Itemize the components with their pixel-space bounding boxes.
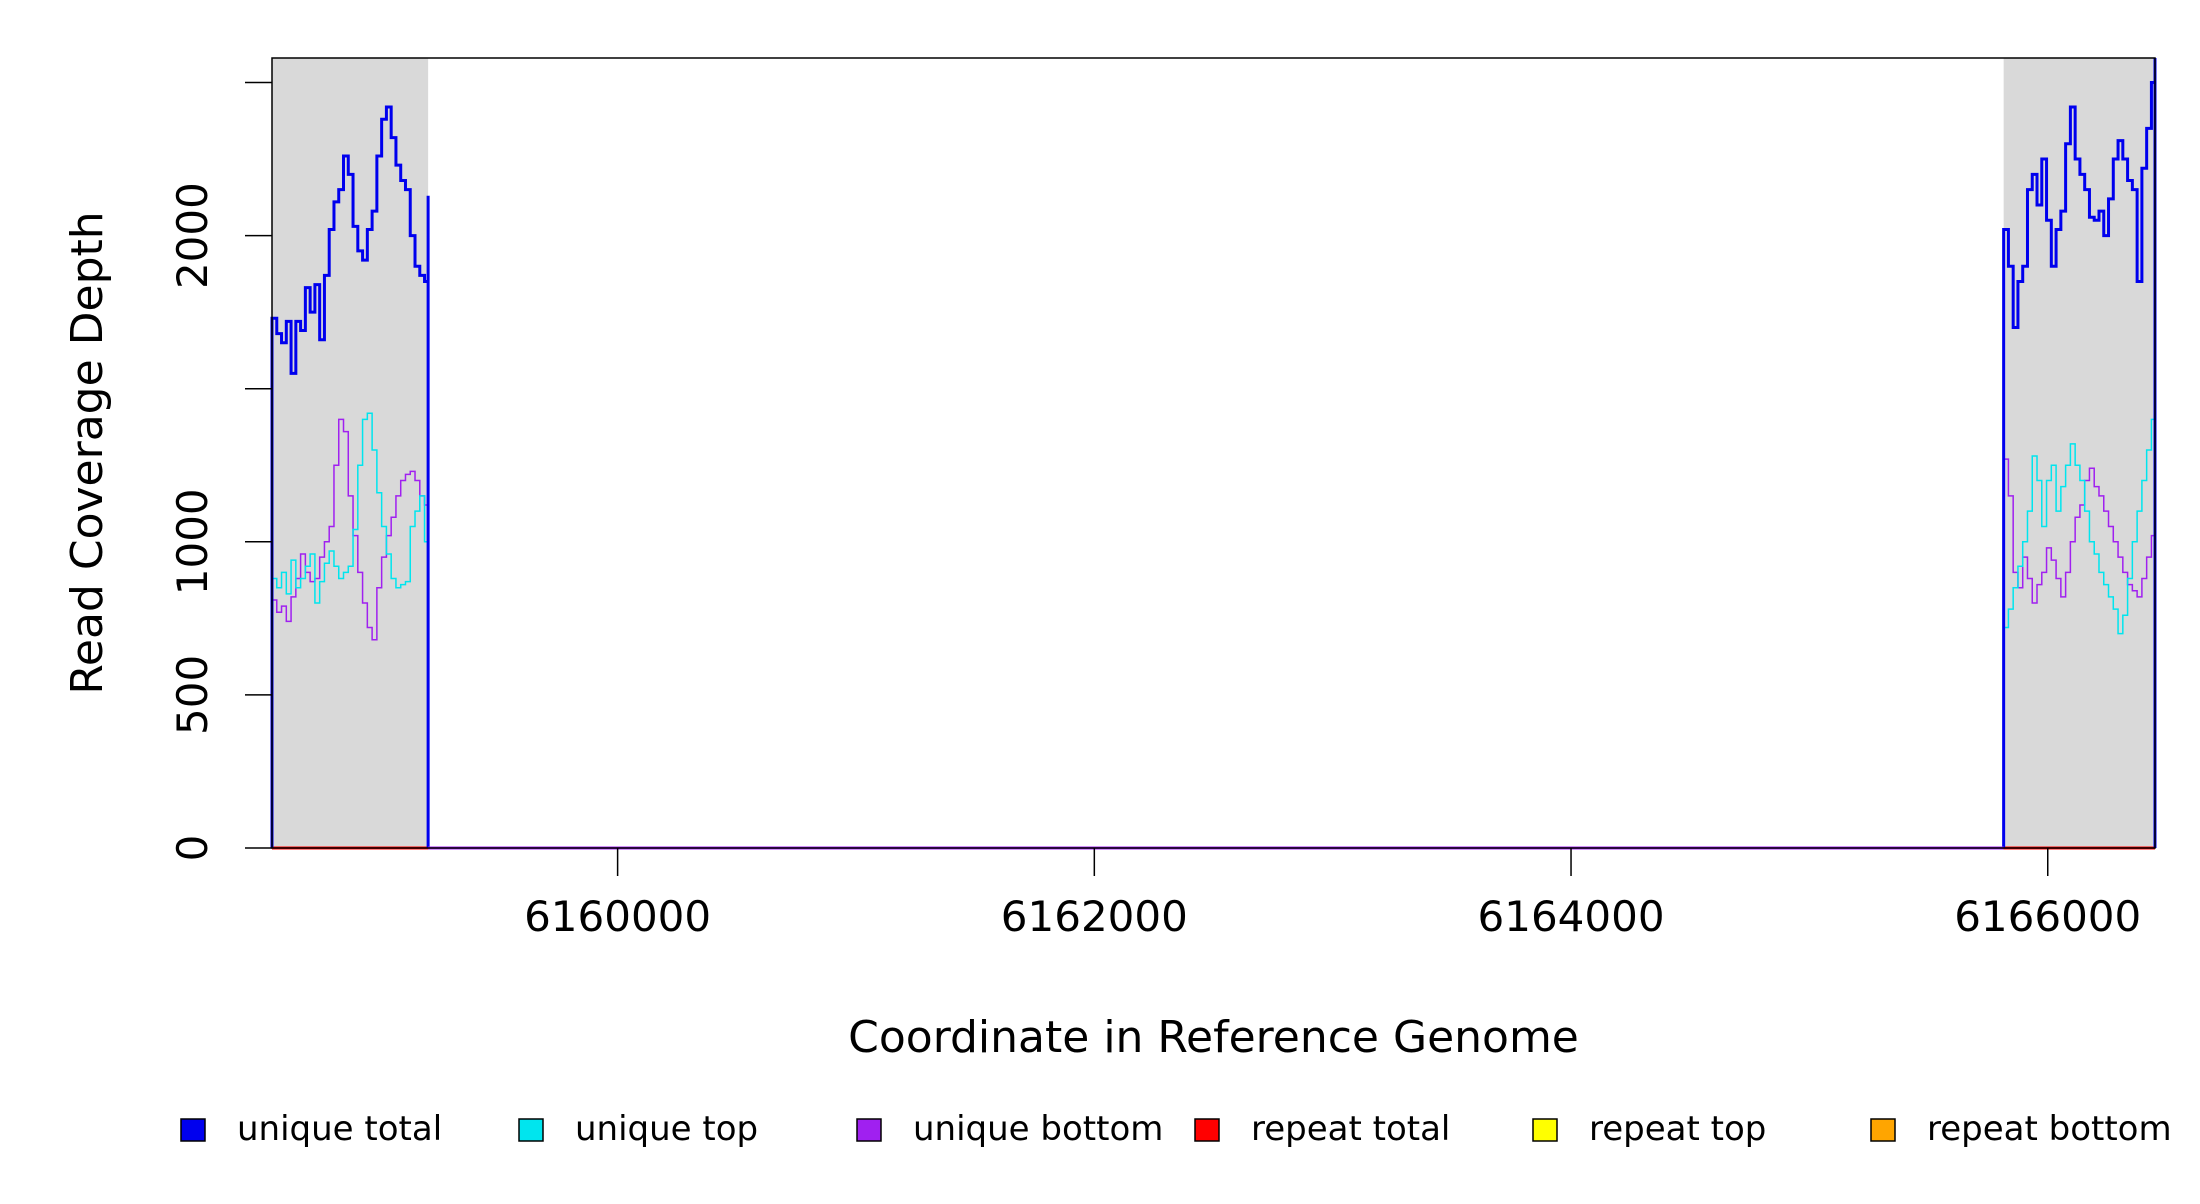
series-unique-top-segment-2 <box>2002 394 2156 848</box>
legend-label-repeat-total: repeat total <box>1251 1109 1450 1149</box>
legend-swatch-repeat-bottom <box>1870 1118 1896 1142</box>
y-tick-label-2000: 2000 <box>168 182 217 289</box>
shaded-regions <box>272 58 2155 848</box>
y-tick-label-0: 0 <box>168 835 217 862</box>
y-tick-label-1000: 1000 <box>168 488 217 595</box>
legend-label-unique-bottom: unique bottom <box>913 1109 1163 1149</box>
legend-swatch-unique-top <box>518 1118 544 1142</box>
x-axis: 6160000 6162000 6164000 6166000 <box>524 848 2141 941</box>
x-tick-label-6160000: 6160000 <box>524 892 711 941</box>
legend: unique total unique top unique bottom repea… <box>180 1109 2172 1149</box>
series-layer <box>270 58 2157 850</box>
legend-swatch-repeat-total <box>1194 1118 1220 1142</box>
plot-frame <box>271 57 2156 849</box>
y-tick-label-500: 500 <box>168 655 217 735</box>
legend-swatch-repeat-top <box>1532 1118 1558 1142</box>
x-tick-label-6164000: 6164000 <box>1478 892 1665 941</box>
x-tick-label-6166000: 6166000 <box>1954 892 2141 941</box>
series-unique-bottom-segment-1 <box>271 418 429 848</box>
legend-swatch-unique-total <box>180 1118 206 1142</box>
legend-label-repeat-top: repeat top <box>1589 1109 1766 1149</box>
legend-label-unique-top: unique top <box>575 1109 758 1149</box>
legend-label-unique-total: unique total <box>237 1109 442 1149</box>
shaded-region-2 <box>2003 58 2155 848</box>
series-unique-top-segment-1 <box>271 412 429 848</box>
y-axis: 0 500 1000 2000 <box>168 81 272 862</box>
legend-swatch-unique-bottom <box>856 1118 882 1142</box>
series-unique-total-segment-1 <box>270 105 430 848</box>
legend-label-repeat-bottom: repeat bottom <box>1927 1109 2172 1149</box>
series-unique-total-segment-2 <box>2002 58 2157 848</box>
y-axis-label: Read Coverage Depth <box>62 211 113 694</box>
x-axis-label: Coordinate in Reference Genome <box>848 1012 1579 1063</box>
x-tick-label-6162000: 6162000 <box>1001 892 1188 941</box>
shaded-region-1 <box>272 58 429 848</box>
series-unique-bottom-segment-2 <box>2002 458 2156 848</box>
